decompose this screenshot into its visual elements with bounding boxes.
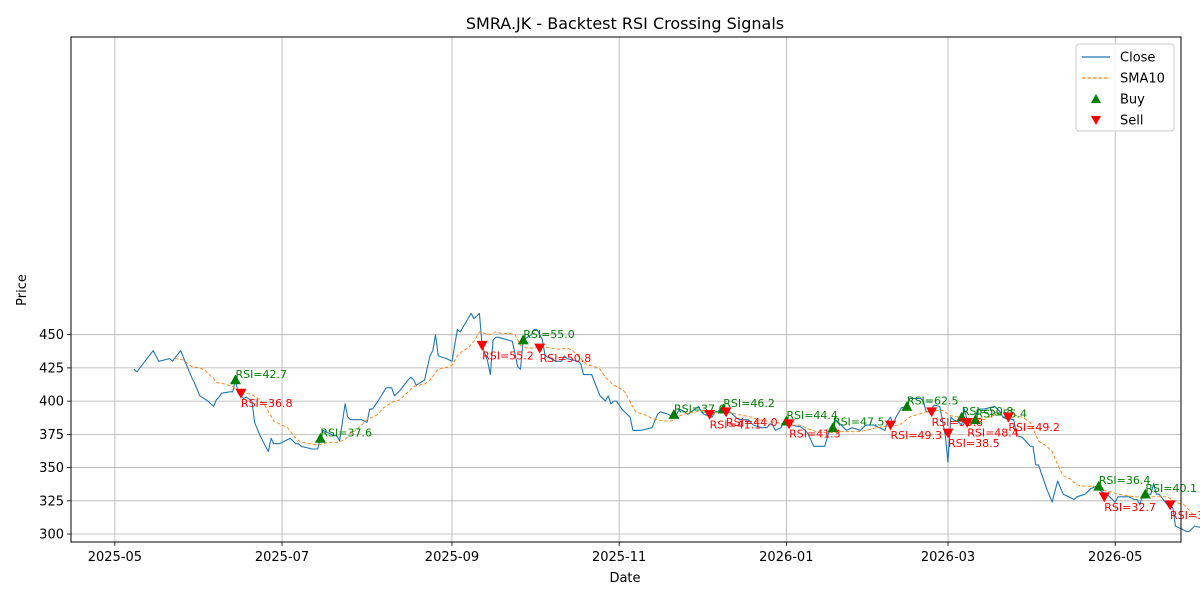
buy-marker — [1139, 488, 1151, 499]
plot-area — [71, 37, 1181, 542]
signal-layer: RSI=42.7RSI=37.6RSI=55.0RSI=37.6RSI=46.2… — [229, 328, 1200, 522]
sell-marker — [884, 420, 896, 431]
close-line — [133, 312, 1200, 532]
buy-marker — [668, 408, 680, 419]
sma10-line — [175, 331, 1200, 519]
sell-marker — [1002, 412, 1014, 423]
x-tick-label: 2025-09 — [425, 550, 479, 565]
sell-marker — [783, 419, 795, 430]
buy-rsi-label: RSI=47.5 — [833, 416, 885, 429]
buy-rsi-label: RSI=44.4 — [786, 409, 838, 422]
buy-marker — [1093, 480, 1105, 491]
buy-rsi-label: RSI=37.6 — [320, 426, 372, 439]
x-axis-label: Date — [609, 571, 640, 586]
buy-rsi-label: RSI=62.5 — [907, 394, 959, 407]
sell-rsi-label: RSI=44.0 — [726, 416, 778, 429]
buy-rsi-label: RSI=42.7 — [235, 368, 287, 381]
sell-marker — [1098, 492, 1110, 503]
x-tick-label: 2025-07 — [255, 550, 309, 565]
buy-marker — [969, 414, 981, 425]
sell-rsi-label: RSI=41.1 — [710, 418, 762, 431]
y-tick-label: 325 — [39, 494, 64, 509]
sell-rsi-label: RSI=37.3 — [1170, 509, 1200, 522]
buy-marker — [827, 422, 839, 433]
sell-rsi-label: RSI=55.2 — [482, 349, 534, 362]
legend-label: Buy — [1120, 93, 1145, 108]
series-layer — [133, 312, 1200, 532]
sell-rsi-label: RSI=41.3 — [789, 428, 841, 441]
x-tick-label: 2026-03 — [921, 550, 975, 565]
y-axis-label: Price — [15, 274, 30, 306]
y-tick-label: 450 — [39, 328, 64, 343]
y-tick-label: 300 — [39, 528, 64, 543]
sell-marker — [926, 407, 938, 418]
legend-box — [1075, 43, 1175, 132]
legend-label: SMA10 — [1120, 72, 1165, 87]
sell-marker — [235, 388, 247, 399]
sell-rsi-label: RSI=49.3 — [890, 429, 942, 442]
buy-rsi-label: RSI=40.1 — [1145, 482, 1197, 495]
legend-label: Sell — [1120, 114, 1143, 129]
legend: Close SMA10 Buy Sell — [1075, 43, 1175, 132]
sell-marker — [720, 407, 732, 418]
y-tick-label: 425 — [39, 361, 64, 376]
chart-title: SMRA.JK - Backtest RSI Crossing Signals — [466, 14, 784, 33]
buy-rsi-label: RSI=36.4 — [1099, 474, 1151, 487]
x-tick-label: 2026-01 — [759, 550, 813, 565]
x-tick-label: 2026-05 — [1088, 550, 1142, 565]
buy-rsi-label: RSI=55.4 — [975, 408, 1027, 421]
sell-rsi-label: RSI=50.8 — [540, 352, 592, 365]
sell-marker — [476, 340, 488, 351]
sell-rsi-label: RSI=49.2 — [1008, 421, 1060, 434]
buy-rsi-label: RSI=55.0 — [523, 328, 575, 341]
buy-marker — [517, 334, 529, 345]
sell-marker — [1164, 500, 1176, 511]
buy-rsi-label: RSI=50.8 — [962, 405, 1014, 418]
sell-marker — [534, 343, 546, 354]
plot-frame — [70, 36, 1182, 543]
x-tick-label: 2025-05 — [88, 550, 142, 565]
y-tick-label: 350 — [39, 461, 64, 476]
legend-label: Close — [1120, 51, 1155, 66]
sell-marker — [704, 410, 716, 420]
legend-swatch — [1091, 94, 1101, 103]
y-tick-label: 400 — [39, 395, 64, 410]
sell-marker — [942, 428, 954, 439]
buy-marker — [229, 374, 241, 385]
sell-rsi-label: RSI=48.4 — [967, 426, 1019, 439]
buy-rsi-label: RSI=46.2 — [723, 397, 775, 410]
sell-marker — [961, 417, 973, 428]
legend-swatch — [1091, 116, 1101, 125]
axis-ticks: 2025-05 2025-07 2025-09 2025-11 2026-01 2026-… — [39, 328, 1142, 565]
grid — [71, 37, 1181, 542]
sell-rsi-label: RSI=36.8 — [241, 397, 293, 410]
sell-rsi-label: RSI=38.5 — [948, 437, 1000, 450]
buy-marker — [314, 432, 326, 443]
y-tick-label: 375 — [39, 428, 64, 443]
sell-rsi-label: RSI=32.7 — [1104, 501, 1156, 514]
buy-marker — [901, 400, 913, 411]
x-tick-label: 2025-11 — [592, 550, 646, 565]
